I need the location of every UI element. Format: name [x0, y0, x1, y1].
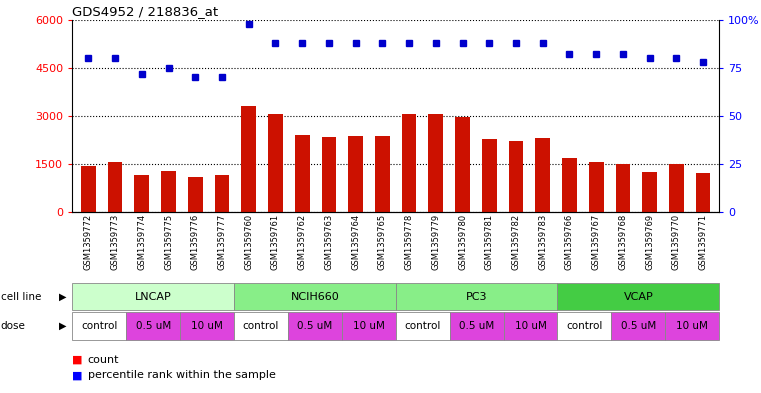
Bar — [589, 162, 603, 212]
Text: 10 uM: 10 uM — [514, 321, 546, 331]
Bar — [322, 137, 336, 212]
Text: GDS4952 / 218836_at: GDS4952 / 218836_at — [72, 6, 218, 18]
Bar — [616, 164, 630, 212]
Text: VCAP: VCAP — [623, 292, 653, 302]
Text: LNCAP: LNCAP — [135, 292, 171, 302]
Text: 0.5 uM: 0.5 uM — [621, 321, 656, 331]
Bar — [241, 106, 256, 212]
Bar — [428, 114, 443, 212]
Text: NCIH660: NCIH660 — [291, 292, 339, 302]
Bar — [349, 136, 363, 212]
Text: 0.5 uM: 0.5 uM — [459, 321, 494, 331]
Text: dose: dose — [1, 321, 26, 331]
Bar — [562, 158, 577, 212]
Text: control: control — [81, 321, 117, 331]
Bar — [669, 164, 683, 212]
Text: cell line: cell line — [1, 292, 41, 302]
Text: ▶: ▶ — [59, 321, 67, 331]
Bar — [482, 140, 497, 212]
Text: ■: ■ — [72, 354, 83, 365]
Text: percentile rank within the sample: percentile rank within the sample — [88, 370, 275, 380]
Text: count: count — [88, 354, 119, 365]
Bar — [508, 141, 524, 212]
Bar — [215, 175, 229, 212]
Bar — [696, 173, 711, 212]
Bar — [188, 177, 202, 212]
Bar — [135, 175, 149, 212]
Text: control: control — [243, 321, 279, 331]
Text: 0.5 uM: 0.5 uM — [135, 321, 170, 331]
Bar — [642, 172, 657, 212]
Text: ▶: ▶ — [59, 292, 67, 302]
Bar — [161, 171, 176, 212]
Text: ■: ■ — [72, 370, 83, 380]
Text: 10 uM: 10 uM — [677, 321, 708, 331]
Text: control: control — [405, 321, 441, 331]
Bar — [81, 166, 96, 212]
Bar — [268, 114, 283, 212]
Text: control: control — [566, 321, 603, 331]
Text: PC3: PC3 — [466, 292, 487, 302]
Text: 0.5 uM: 0.5 uM — [298, 321, 333, 331]
Bar — [375, 136, 390, 212]
Bar — [402, 114, 416, 212]
Text: 10 uM: 10 uM — [353, 321, 385, 331]
Bar — [455, 117, 470, 212]
Text: 10 uM: 10 uM — [191, 321, 223, 331]
Bar — [108, 162, 123, 212]
Bar — [536, 138, 550, 212]
Bar — [295, 134, 310, 212]
